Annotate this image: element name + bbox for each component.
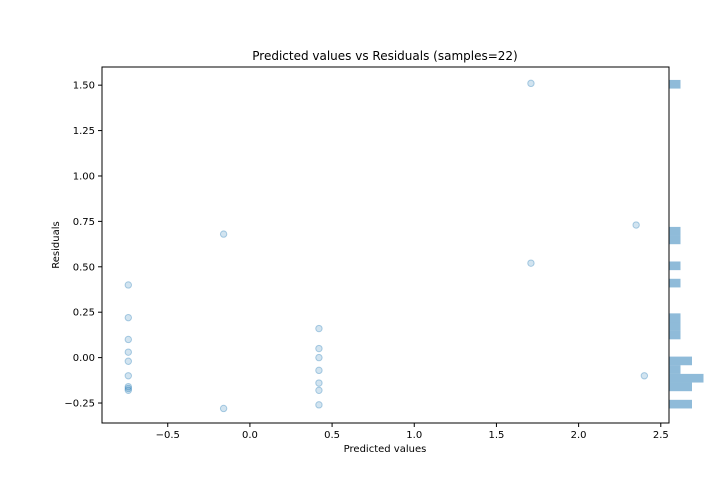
x-tick-label-1: 0.0	[242, 430, 258, 441]
histogram-bar-0	[669, 399, 692, 409]
y-tick-label-4: 0.75	[73, 217, 95, 228]
scatter-point-7	[124, 384, 132, 393]
x-axis-label: Predicted values	[344, 444, 427, 455]
histogram-bar-2	[669, 382, 692, 392]
scatter-point-15	[315, 379, 323, 387]
scatter-point-6	[124, 382, 132, 391]
y-tick-label-7: 1.50	[73, 81, 95, 92]
y-tick-label-3: 0.50	[73, 262, 95, 273]
histogram-bar-9	[669, 322, 681, 331]
histogram-bar-11	[669, 278, 681, 288]
y-tick-label-6: 1.25	[73, 126, 95, 137]
scatter-point-8	[124, 386, 132, 395]
y-tick-label-1: 0.00	[73, 353, 95, 364]
residual-histogram	[669, 79, 704, 409]
scatter-point-0	[124, 281, 132, 289]
histogram-bar-3	[669, 373, 704, 383]
histogram-bar-12	[669, 261, 681, 271]
scatter-point-11	[315, 324, 323, 333]
y-axis-label: Residuals	[51, 221, 62, 268]
histogram-bar-10	[669, 313, 681, 323]
x-tick-label-2: 0.5	[324, 430, 340, 441]
histogram-bar-8	[669, 330, 681, 340]
scatter-point-20	[632, 221, 640, 229]
scatter-point-1	[124, 313, 132, 322]
histogram-bar-4	[669, 365, 681, 374]
x-axis: −0.5 0.0 0.5 1.0 1.5 2.0 2.5	[156, 423, 669, 441]
plot-frame	[101, 66, 670, 424]
scatter-point-9	[219, 230, 228, 238]
x-tick-label-5: 2.0	[571, 430, 587, 441]
chart-title: Predicted values vs Residuals (samples=2…	[252, 49, 517, 63]
x-tick-label-0: −0.5	[156, 430, 180, 441]
scatter-point-14	[315, 366, 323, 375]
scatter-point-21	[640, 372, 649, 380]
histogram-bar-5	[669, 356, 692, 366]
scatter-point-3	[124, 348, 132, 356]
histogram-bar-15	[669, 79, 681, 89]
scatter-point-18	[527, 79, 535, 88]
scatter-point-17	[315, 401, 323, 409]
scatter-point-4	[124, 357, 132, 365]
x-tick-label-6: 2.5	[653, 430, 669, 441]
x-tick-label-3: 1.0	[406, 430, 422, 441]
y-tick-label-0: −0.25	[64, 399, 95, 410]
scatter-points	[124, 79, 649, 413]
scatter-point-16	[315, 386, 323, 395]
y-axis: −0.25 0.00 0.25 0.50 0.75 1.00 1.25 1.50	[64, 81, 102, 410]
scatter-point-2	[124, 335, 132, 344]
histogram-bar-14	[669, 226, 681, 236]
scatter-point-19	[527, 259, 535, 267]
y-tick-label-5: 1.00	[73, 171, 95, 182]
x-tick-label-4: 1.5	[488, 430, 504, 441]
scatter-point-5	[124, 372, 132, 380]
scatter-point-13	[315, 353, 323, 362]
y-tick-label-2: 0.25	[73, 308, 95, 319]
scatter-point-10	[219, 404, 228, 413]
histogram-bar-13	[669, 235, 681, 245]
scatter-point-12	[315, 344, 323, 353]
